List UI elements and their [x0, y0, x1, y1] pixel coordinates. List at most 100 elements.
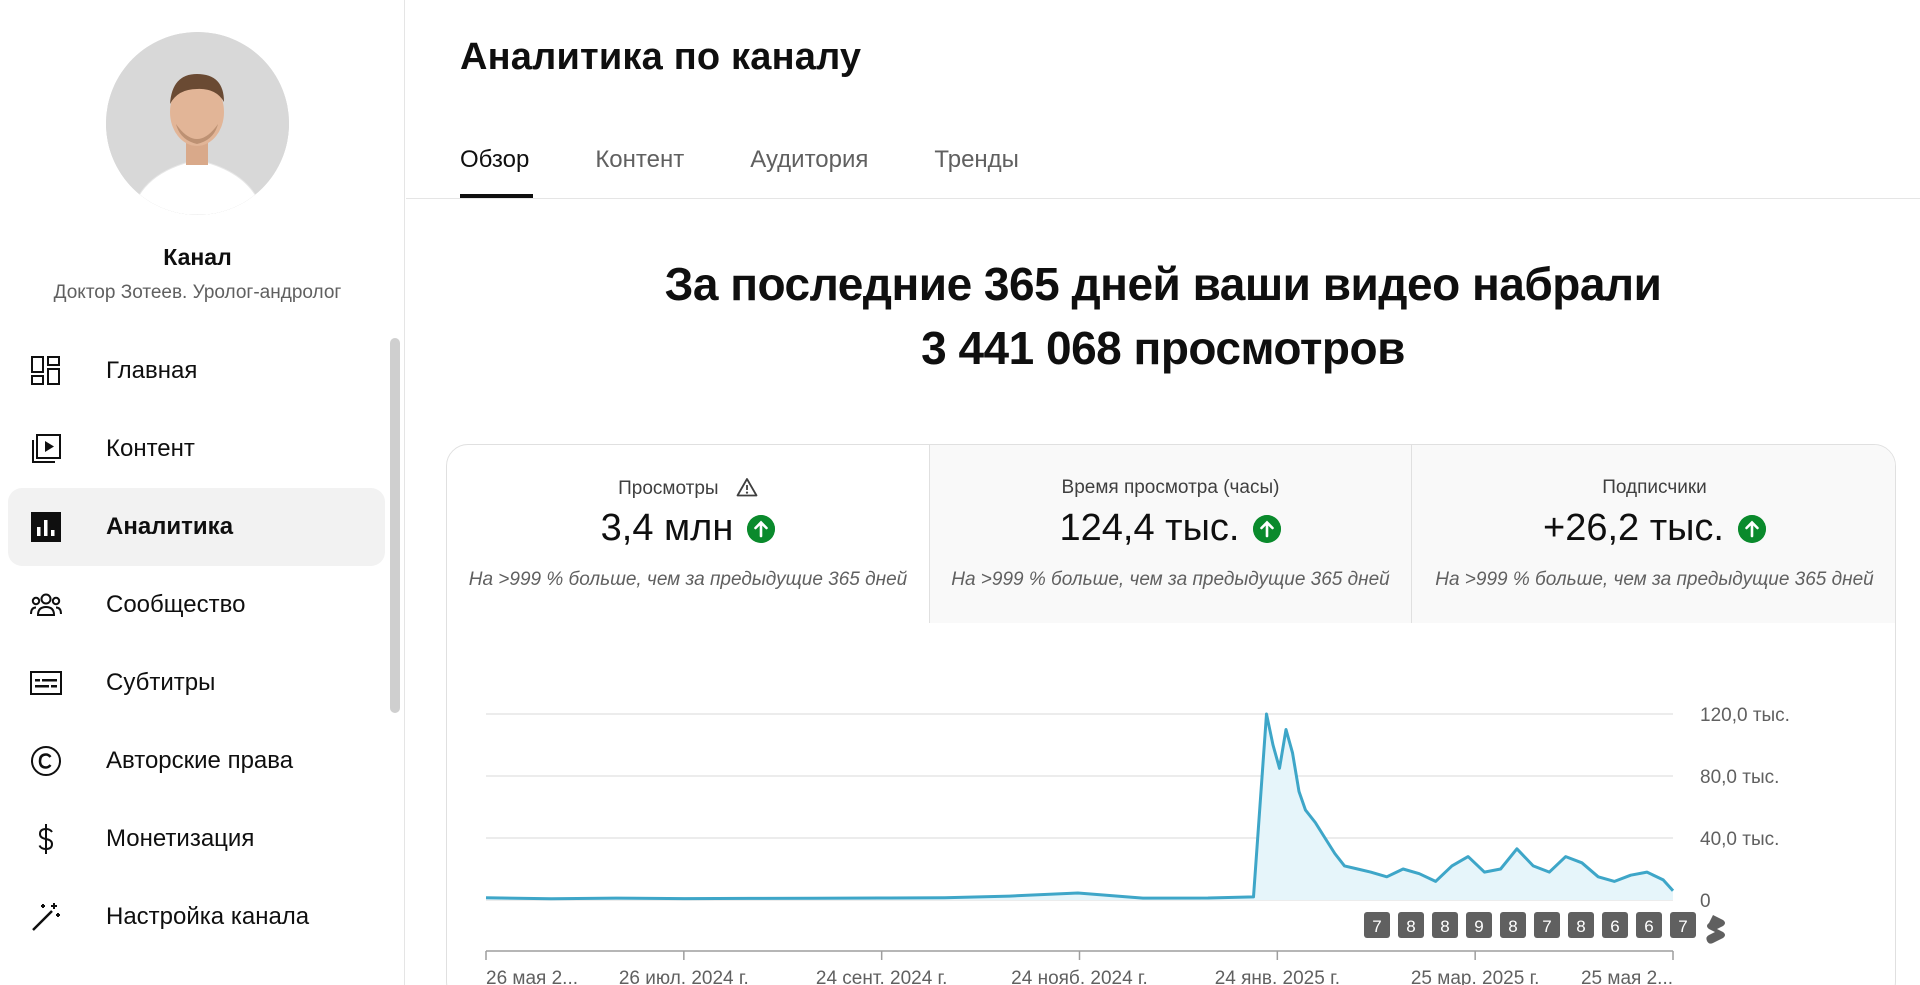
community-icon	[30, 593, 62, 616]
page-title: Аналитика по каналу	[460, 36, 862, 78]
tab-bar: Обзор Контент Аудитория Тренды	[460, 140, 1085, 198]
dashboard-icon	[31, 356, 60, 385]
dollar-icon	[38, 824, 54, 854]
metric-value: 124,4 тыс.	[930, 507, 1411, 550]
video-marker[interactable]: 7	[1670, 912, 1696, 938]
video-marker[interactable]: 8	[1398, 912, 1424, 938]
sidebar-item-label: Монетизация	[106, 825, 255, 852]
channel-name: Доктор Зотеев. Уролог-андролог	[53, 282, 342, 303]
metric-value: 3,4 млн	[447, 507, 929, 550]
headline: За последние 365 дней ваши видео набрали…	[406, 252, 1920, 380]
y-tick-label: 0	[1700, 891, 1711, 912]
svg-text:7: 7	[1678, 917, 1687, 936]
tabs-divider	[406, 198, 1920, 199]
x-tick-label: 25 мар. 2025 г.	[1411, 968, 1540, 985]
shorts-icon[interactable]	[1706, 915, 1725, 944]
x-axis: 26 мая 2... 26 июл. 2024 г. 24 сент. 2024 …	[485, 950, 1674, 985]
video-marker[interactable]: 6	[1636, 912, 1662, 938]
video-marker[interactable]: 6	[1602, 912, 1628, 938]
metric-value-text: 124,4 тыс.	[1059, 507, 1240, 549]
video-marker[interactable]: 7	[1364, 912, 1390, 938]
metric-value-text: +26,2 тыс.	[1543, 507, 1724, 549]
sidebar-item-label: Авторские права	[106, 747, 294, 774]
tab-overview[interactable]: Обзор	[460, 140, 534, 198]
sidebar-item-label: Главная	[106, 357, 198, 384]
video-marker[interactable]: 7	[1534, 912, 1560, 938]
metric-subscribers[interactable]: Подписчики +26,2 тыс. На >999 % больше, …	[1411, 445, 1895, 623]
tab-audience[interactable]: Аудитория	[750, 146, 869, 173]
x-tick-label: 24 янв. 2025 г.	[1215, 968, 1340, 985]
metric-watch-time[interactable]: Время просмотра (часы) 124,4 тыс. На >99…	[929, 445, 1411, 623]
metric-label: Просмотры	[447, 477, 929, 500]
copyright-icon	[31, 746, 61, 776]
warning-icon[interactable]	[736, 477, 758, 497]
channel-label: Канал	[163, 244, 232, 270]
sidebar-item-analytics[interactable]: Аналитика	[8, 488, 385, 566]
metric-note: На >999 % больше, чем за предыдущие 365 …	[468, 569, 908, 590]
x-tick-label: 24 нояб. 2024 г.	[1011, 968, 1148, 985]
metric-label: Время просмотра (часы)	[1061, 477, 1280, 498]
magic-wand-icon	[32, 903, 60, 931]
sidebar-item-label: Сообщество	[106, 591, 246, 618]
sidebar-scrollbar[interactable]	[390, 338, 400, 713]
svg-text:7: 7	[1372, 917, 1381, 936]
svg-text:6: 6	[1610, 917, 1619, 936]
svg-text:6: 6	[1644, 917, 1653, 936]
arrow-up-icon	[1253, 514, 1282, 543]
main-content: Аналитика по каналу Обзор Контент Аудито…	[406, 0, 1920, 985]
headline-line-1: За последние 365 дней ваши видео набрали	[664, 258, 1662, 310]
chart-series-line[interactable]	[485, 712, 1675, 901]
sidebar-item-label: Контент	[106, 435, 195, 462]
sidebar: Канал Доктор Зотеев. Уролог-андролог Гла…	[0, 0, 405, 985]
sidebar-item-label: Настройка канала	[106, 903, 310, 930]
sidebar-item-subtitles[interactable]: Субтитры	[8, 644, 385, 722]
x-tick-label: 26 мая 2...	[486, 968, 578, 985]
metric-label-text: Просмотры	[618, 478, 719, 499]
sidebar-item-monetization[interactable]: Монетизация	[8, 800, 385, 878]
y-tick-label: 40,0 тыс.	[1700, 829, 1779, 850]
x-tick-label: 24 сент. 2024 г.	[816, 968, 948, 985]
arrow-up-icon	[747, 514, 776, 543]
svg-text:8: 8	[1406, 917, 1415, 936]
sidebar-item-copyright[interactable]: Авторские права	[8, 722, 385, 800]
tab-content[interactable]: Контент	[595, 146, 685, 173]
svg-text:8: 8	[1508, 917, 1517, 936]
svg-text:9: 9	[1474, 917, 1483, 936]
metric-value-text: 3,4 млн	[600, 507, 734, 549]
sidebar-item-customization[interactable]: Настройка канала	[8, 878, 385, 956]
video-library-icon	[32, 434, 61, 463]
sidebar-nav: Главная Контент Аналитика Сообщество	[8, 332, 385, 956]
arrow-up-icon	[1737, 514, 1766, 543]
video-markers: 7 8 8 9 8 7 8 6 6 7	[1364, 912, 1725, 944]
y-tick-label: 120,0 тыс.	[1700, 705, 1790, 726]
video-marker[interactable]: 8	[1432, 912, 1458, 938]
y-tick-label: 80,0 тыс.	[1700, 767, 1779, 788]
avatar-image	[106, 32, 289, 215]
sidebar-item-label: Аналитика	[106, 513, 234, 540]
sidebar-item-home[interactable]: Главная	[8, 332, 385, 410]
svg-text:8: 8	[1576, 917, 1585, 936]
metric-views[interactable]: Просмотры 3,4 млн На >999 % больше, чем …	[447, 445, 929, 623]
chart-area-fill	[486, 714, 1673, 900]
video-marker[interactable]: 9	[1466, 912, 1492, 938]
metric-label: Подписчики	[1602, 477, 1707, 498]
sidebar-item-community[interactable]: Сообщество	[8, 566, 385, 644]
headline-line-2: 3 441 068 просмотров	[921, 322, 1405, 374]
metric-note: На >999 % больше, чем за предыдущие 365 …	[1435, 569, 1874, 590]
tab-trends[interactable]: Тренды	[934, 146, 1019, 173]
avatar[interactable]	[106, 32, 289, 215]
metric-value: +26,2 тыс.	[1412, 507, 1895, 550]
subtitles-icon	[30, 671, 62, 695]
svg-text:7: 7	[1542, 917, 1551, 936]
analytics-icon	[31, 512, 61, 542]
x-tick-label: 25 мая 2...	[1581, 968, 1673, 985]
metrics-row: Просмотры 3,4 млн На >999 % больше, чем …	[447, 445, 1895, 623]
sidebar-item-label: Субтитры	[106, 669, 216, 696]
x-tick-label: 26 июл. 2024 г.	[619, 968, 749, 985]
svg-text:8: 8	[1440, 917, 1449, 936]
metric-note: На >999 % больше, чем за предыдущие 365 …	[951, 569, 1390, 590]
video-marker[interactable]: 8	[1568, 912, 1594, 938]
sidebar-item-content[interactable]: Контент	[8, 410, 385, 488]
video-marker[interactable]: 8	[1500, 912, 1526, 938]
